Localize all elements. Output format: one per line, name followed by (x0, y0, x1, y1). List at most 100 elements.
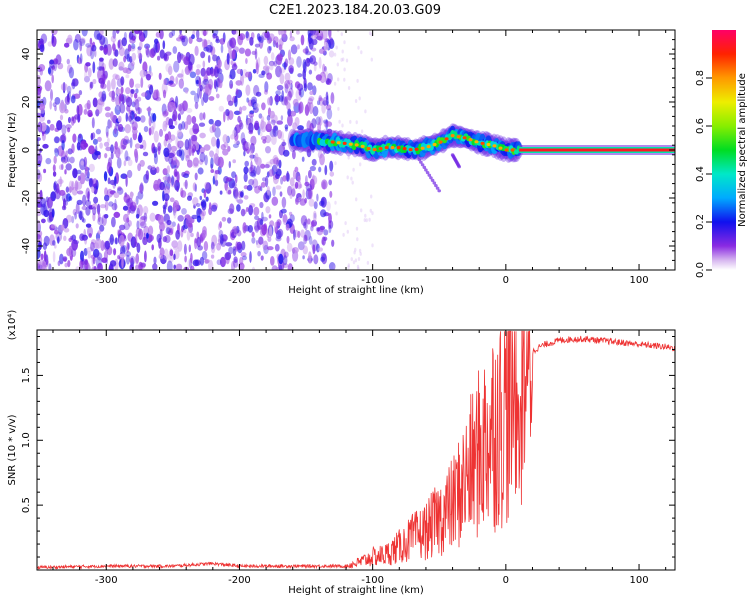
noise-mark (100, 74, 108, 81)
noise-mark (254, 43, 260, 48)
noise-mark (297, 230, 301, 238)
noise-mark (78, 134, 82, 139)
noise-mark (235, 88, 239, 95)
noise-mark (210, 241, 215, 250)
noise-mark (137, 52, 143, 60)
noise-mark (287, 79, 293, 85)
noise-mark (203, 30, 207, 37)
noise-mark (218, 105, 224, 112)
noise-mark (95, 128, 101, 135)
noise-mark (297, 241, 305, 251)
noise-mark (353, 250, 356, 255)
noise-mark (143, 212, 148, 223)
noise-mark (49, 59, 55, 69)
noise-mark (186, 159, 193, 168)
noise-mark (162, 236, 168, 243)
noise-mark (70, 95, 76, 104)
noise-mark (39, 44, 45, 53)
noise-mark (212, 33, 218, 39)
noise-mark (289, 110, 297, 117)
noise-mark (266, 246, 274, 251)
noise-mark (351, 180, 354, 185)
noise-mark (370, 194, 373, 199)
noise-mark (49, 123, 55, 131)
noise-mark (65, 163, 72, 171)
noise-mark (76, 105, 80, 116)
noise-mark (231, 30, 237, 35)
noise-mark (79, 40, 83, 52)
noise-mark (62, 256, 68, 262)
noise-mark (324, 66, 327, 72)
noise-mark (65, 37, 73, 44)
noise-mark (277, 129, 282, 139)
signal-peak-mark (438, 140, 443, 144)
noise-mark (113, 192, 120, 199)
noise-mark (142, 236, 148, 246)
noise-mark (288, 57, 295, 66)
noise-mark (188, 144, 193, 157)
noise-mark (201, 97, 205, 107)
noise-mark (152, 200, 159, 206)
noise-mark (180, 54, 186, 61)
noise-mark (311, 47, 317, 52)
noise-mark (243, 172, 248, 183)
noise-mark (239, 106, 243, 115)
noise-mark (131, 121, 138, 131)
snr-frame (36, 329, 676, 571)
x-tick-label: -200 (228, 575, 251, 586)
noise-mark (127, 197, 133, 209)
noise-mark (250, 169, 257, 178)
noise-mark (92, 61, 96, 74)
noise-mark (274, 243, 280, 252)
noise-mark (117, 255, 120, 260)
colorbar: 0.0 0.2 0.4 0.6 0.8 Normalized spectral ampl… (695, 30, 748, 278)
noise-mark (67, 148, 73, 155)
noise-mark (91, 186, 95, 193)
signal-peak-mark (408, 148, 413, 152)
noise-mark (134, 92, 138, 99)
noise-mark (232, 129, 237, 137)
noise-mark (371, 211, 374, 216)
noise-mark (96, 252, 103, 261)
noise-mark (300, 229, 305, 238)
noise-mark (302, 68, 307, 80)
noise-mark (77, 210, 84, 219)
noise-mark (151, 165, 156, 171)
noise-mark (80, 160, 85, 166)
noise-mark (261, 70, 266, 76)
noise-mark (229, 203, 235, 214)
noise-mark (91, 44, 97, 52)
signal-peak-mark (396, 146, 401, 150)
noise-mark (181, 121, 186, 130)
noise-mark (68, 180, 74, 193)
noise-mark (302, 245, 308, 255)
noise-mark (311, 158, 317, 166)
noise-mark (115, 88, 122, 95)
noise-mark (325, 104, 332, 111)
noise-mark (338, 119, 341, 124)
noise-mark (51, 33, 54, 44)
noise-mark (92, 138, 98, 145)
noise-mark (40, 253, 44, 260)
noise-mark (98, 66, 105, 71)
noise-mark (186, 114, 192, 126)
noise-mark (106, 161, 112, 174)
noise-mark (127, 242, 130, 250)
noise-mark (63, 235, 67, 241)
noise-mark (250, 96, 258, 106)
noise-mark (112, 43, 116, 51)
noise-mark (37, 153, 43, 165)
noise-mark (126, 169, 133, 179)
noise-mark (284, 72, 291, 82)
noise-mark (243, 195, 249, 200)
noise-mark (219, 79, 223, 89)
noise-mark (266, 72, 273, 80)
noise-mark (208, 78, 214, 90)
noise-mark (226, 52, 230, 65)
noise-mark (222, 148, 229, 156)
noise-mark (182, 100, 188, 112)
noise-mark (93, 248, 100, 258)
noise-mark (54, 244, 57, 249)
noise-mark (80, 140, 88, 150)
signal-peak-mark (336, 141, 341, 145)
